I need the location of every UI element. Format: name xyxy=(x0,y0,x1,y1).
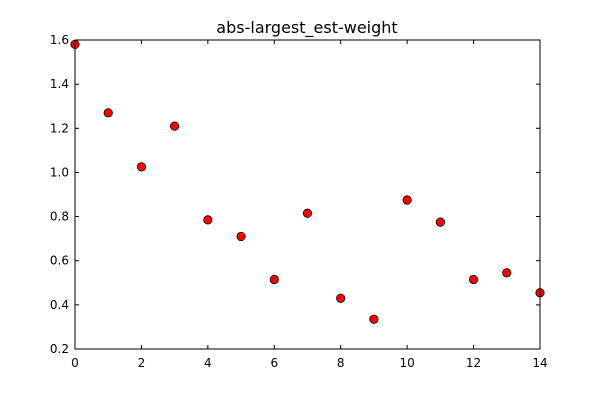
y-tick-label: 1.6 xyxy=(50,33,69,47)
axis-ticks: 0 2 4 6 8 10 12 14 0.2 0.4 0.6 0.8 1.0 1.2 1.4 1.6 xyxy=(50,33,548,370)
data-point xyxy=(103,108,113,118)
y-tick-label: 0.4 xyxy=(50,298,69,312)
data-point xyxy=(468,274,479,285)
y-tick-label: 0.6 xyxy=(50,254,69,268)
x-tick-label: 6 xyxy=(270,356,278,370)
y-tick-label: 1.0 xyxy=(50,165,69,179)
x-tick-label: 8 xyxy=(337,356,345,370)
x-tick-label: 4 xyxy=(204,356,212,370)
data-point xyxy=(203,215,213,225)
x-tick-label: 12 xyxy=(466,356,481,370)
x-tick-label: 0 xyxy=(71,356,79,370)
data-point xyxy=(236,231,246,242)
data-point xyxy=(369,314,379,324)
data-point xyxy=(402,195,412,205)
data-point xyxy=(136,162,147,172)
y-tick-label: 1.4 xyxy=(50,77,69,91)
data-point xyxy=(435,217,445,227)
data-point xyxy=(502,268,512,278)
plot-frame xyxy=(74,39,541,350)
y-tick-label: 0.2 xyxy=(50,342,69,356)
y-tick-label: 1.2 xyxy=(50,121,69,135)
chart-title: abs-largest_est-weight xyxy=(216,18,397,38)
x-tick-label: 14 xyxy=(532,356,547,370)
data-point xyxy=(269,274,279,285)
data-point xyxy=(336,293,346,303)
y-tick-label: 0.8 xyxy=(50,210,69,224)
data-point xyxy=(170,121,180,131)
data-points xyxy=(70,39,545,324)
x-tick-label: 10 xyxy=(400,356,415,370)
data-point xyxy=(302,208,313,218)
x-tick-label: 2 xyxy=(138,356,146,370)
